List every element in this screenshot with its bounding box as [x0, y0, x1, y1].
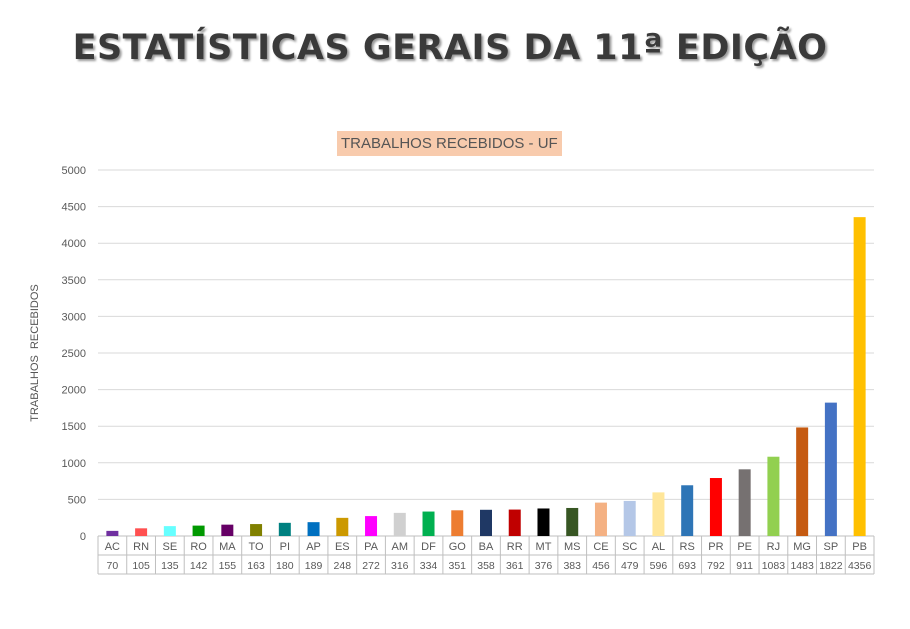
- value-label: 180: [276, 560, 294, 572]
- value-label: 376: [535, 560, 553, 572]
- y-tick-label: 0: [80, 531, 86, 543]
- value-label: 163: [247, 560, 265, 572]
- bar-mt: [537, 508, 550, 536]
- category-label: ES: [335, 541, 350, 553]
- bar-es: [336, 517, 349, 536]
- value-label: 1483: [790, 560, 814, 572]
- bar-ba: [480, 509, 492, 536]
- category-label: PI: [280, 541, 290, 553]
- page-title: ESTATÍSTICAS GERAIS DA 11ª EDIÇÃO: [72, 28, 828, 68]
- bar-to: [250, 524, 263, 536]
- category-label: CE: [593, 541, 608, 553]
- category-label: RN: [133, 541, 149, 553]
- value-label: 911: [736, 560, 753, 572]
- bar-rs: [681, 485, 694, 536]
- category-label: MS: [564, 541, 581, 553]
- bar-am: [393, 512, 406, 536]
- bar-se: [163, 526, 176, 536]
- category-label: PA: [364, 541, 379, 553]
- bar-pe: [738, 469, 751, 536]
- bar-sp: [824, 402, 837, 536]
- y-tick-label: 4000: [62, 238, 86, 250]
- category-label: MG: [793, 541, 811, 553]
- y-tick-label: 3000: [62, 311, 86, 323]
- value-label: 1083: [762, 560, 786, 572]
- bars: [106, 217, 866, 536]
- bar-rn: [135, 528, 148, 536]
- bar-df: [422, 511, 435, 536]
- value-label: 383: [563, 560, 581, 572]
- value-label: 105: [132, 560, 150, 572]
- value-label: 479: [621, 560, 639, 572]
- value-label: 248: [334, 560, 352, 572]
- value-label: 334: [420, 560, 438, 572]
- value-label: 4356: [848, 560, 872, 572]
- category-label: RJ: [767, 541, 780, 553]
- category-label: SE: [163, 541, 178, 553]
- bar-ma: [221, 524, 234, 536]
- bar-ms: [566, 507, 579, 536]
- value-label: 155: [219, 560, 237, 572]
- y-axis-ticks: 0 500 1000 1500 2000 2500 3000 3500 4000 4500 5000: [62, 165, 86, 543]
- value-label: 596: [650, 560, 668, 572]
- value-label: 316: [391, 560, 409, 572]
- data-table: AC 70 RN 105 SE 135 RO 142 MA 155 TO 163 PI 180 AP 189 E…: [97, 536, 875, 575]
- bar-pi: [278, 522, 291, 536]
- y-tick-label: 2000: [62, 385, 86, 397]
- value-label: 70: [107, 560, 119, 572]
- bar-go: [451, 510, 464, 536]
- value-label: 135: [161, 560, 179, 572]
- value-label: 189: [305, 560, 323, 572]
- value-label: 693: [678, 560, 696, 572]
- y-tick-label: 3500: [62, 275, 86, 287]
- category-label: SC: [622, 541, 637, 553]
- bar-ro: [192, 525, 205, 536]
- bar-mg: [796, 427, 809, 536]
- category-label: GO: [449, 541, 467, 553]
- category-label: DF: [421, 541, 436, 553]
- y-tick-label: 1500: [62, 421, 86, 433]
- value-label: 1822: [819, 560, 843, 572]
- category-label: AC: [105, 541, 120, 553]
- category-label: PB: [852, 541, 867, 553]
- value-label: 351: [448, 560, 466, 572]
- y-tick-label: 2500: [62, 348, 86, 360]
- y-tick-label: 1000: [62, 458, 86, 470]
- value-label: 361: [506, 560, 524, 572]
- y-tick-label: 500: [68, 494, 86, 506]
- category-label: MT: [536, 541, 552, 553]
- value-label: 272: [362, 560, 380, 572]
- category-label: PE: [737, 541, 752, 553]
- gridlines: [98, 169, 874, 537]
- category-label: PR: [708, 541, 723, 553]
- category-label: RS: [680, 541, 695, 553]
- category-label: RR: [507, 541, 523, 553]
- y-tick-label: 4500: [62, 202, 86, 214]
- category-label: BA: [479, 541, 494, 553]
- category-label: AM: [392, 541, 409, 553]
- category-label: RO: [190, 541, 207, 553]
- y-tick-label: 5000: [62, 165, 86, 177]
- value-label: 456: [592, 560, 610, 572]
- bar-pa: [365, 516, 378, 536]
- bar-rr: [508, 509, 521, 536]
- bar-pb: [853, 217, 866, 536]
- value-label: 792: [707, 560, 725, 572]
- bar-ac: [106, 530, 119, 536]
- bar-ap: [307, 522, 320, 536]
- category-label: AP: [306, 541, 321, 553]
- bar-pr: [709, 478, 722, 536]
- chart-title: TRABALHOS RECEBIDOS - UF: [337, 131, 562, 156]
- bar-ce: [594, 502, 607, 536]
- category-label: SP: [824, 541, 839, 553]
- category-label: AL: [652, 541, 665, 553]
- bar-al: [652, 492, 665, 536]
- bar-rj: [767, 456, 780, 536]
- bar-sc: [623, 500, 636, 536]
- value-label: 358: [477, 560, 495, 572]
- value-label: 142: [190, 560, 208, 572]
- category-label: TO: [249, 541, 265, 553]
- category-label: MA: [219, 541, 236, 553]
